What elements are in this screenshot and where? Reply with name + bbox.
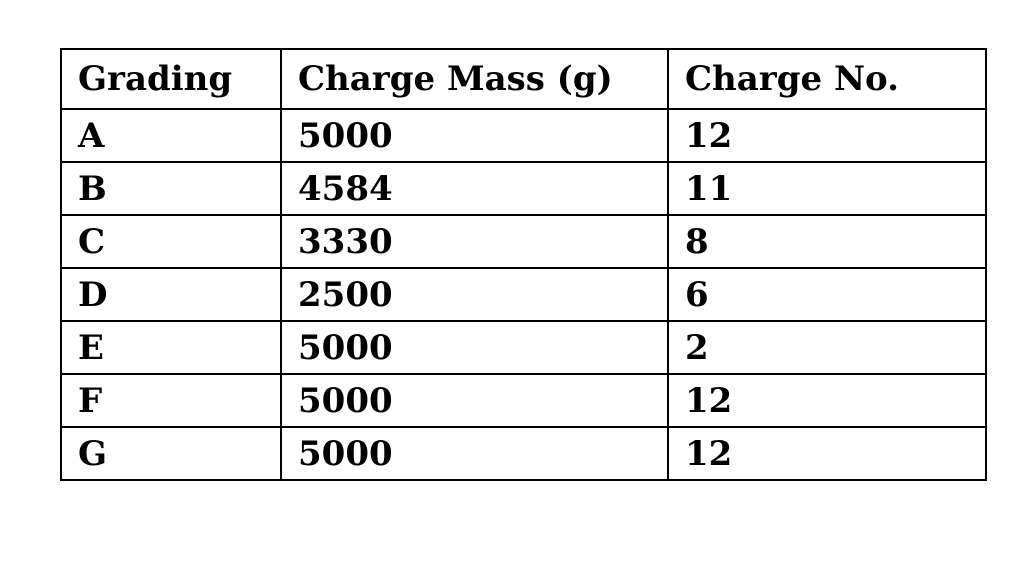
charge-no-cell: 2	[667, 320, 987, 375]
table-row: G 5000 12	[60, 426, 987, 481]
charge-mass-cell: 4584	[280, 161, 669, 216]
header-grading: Grading	[60, 48, 282, 110]
table-row: D 2500 6	[60, 267, 987, 322]
table-row: A 5000 12	[60, 108, 987, 163]
charge-no-cell: 8	[667, 214, 987, 269]
table-row: F 5000 12	[60, 373, 987, 428]
grading-table: Grading Charge Mass (g) Charge No. A 500…	[60, 48, 987, 481]
header-charge-mass: Charge Mass (g)	[280, 48, 669, 110]
charge-no-cell: 12	[667, 426, 987, 481]
grading-cell: B	[60, 161, 282, 216]
charge-no-cell: 11	[667, 161, 987, 216]
charge-no-cell: 12	[667, 373, 987, 428]
charge-no-cell: 12	[667, 108, 987, 163]
charge-mass-cell: 3330	[280, 214, 669, 269]
charge-no-cell: 6	[667, 267, 987, 322]
grading-cell: C	[60, 214, 282, 269]
grading-cell: E	[60, 320, 282, 375]
grading-cell: F	[60, 373, 282, 428]
grading-cell: G	[60, 426, 282, 481]
table-row: E 5000 2	[60, 320, 987, 375]
charge-mass-cell: 5000	[280, 108, 669, 163]
charge-mass-cell: 5000	[280, 373, 669, 428]
charge-mass-cell: 5000	[280, 320, 669, 375]
header-row: Grading Charge Mass (g) Charge No.	[60, 48, 987, 110]
grading-cell: D	[60, 267, 282, 322]
grading-cell: A	[60, 108, 282, 163]
table-row: C 3330 8	[60, 214, 987, 269]
charge-mass-cell: 5000	[280, 426, 669, 481]
table-row: B 4584 11	[60, 161, 987, 216]
header-charge-no: Charge No.	[667, 48, 987, 110]
charge-mass-cell: 2500	[280, 267, 669, 322]
